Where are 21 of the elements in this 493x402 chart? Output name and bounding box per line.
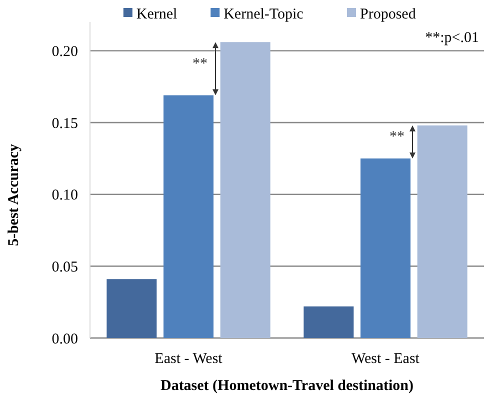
y-tick-label: 0.20 bbox=[52, 44, 78, 60]
annotation: ** bbox=[192, 56, 208, 72]
bar bbox=[106, 279, 157, 338]
y-tick-label: 0.15 bbox=[52, 116, 78, 132]
y-tick-label: 0.00 bbox=[52, 331, 78, 348]
annotation: **:p<.01 bbox=[425, 30, 479, 46]
bar bbox=[417, 125, 468, 338]
y-tick-label: 0.05 bbox=[52, 259, 78, 276]
y-axis-title: 5-best Accuracy bbox=[6, 143, 22, 246]
annotation: ** bbox=[390, 129, 405, 146]
legend-label: Kernel bbox=[136, 6, 178, 22]
x-axis-title: Dataset (Hometown-Travel destination) bbox=[160, 378, 414, 394]
y-tick-label: 0.10 bbox=[52, 188, 78, 204]
legend-label: Kernel-Topic bbox=[224, 6, 304, 22]
x-tick-label: West - East bbox=[352, 351, 420, 367]
bar bbox=[304, 306, 354, 338]
x-tick-label: East - West bbox=[154, 351, 224, 367]
bar bbox=[220, 42, 270, 338]
bar bbox=[360, 158, 411, 338]
legend-label: Proposed bbox=[360, 6, 416, 22]
bar bbox=[163, 95, 214, 338]
